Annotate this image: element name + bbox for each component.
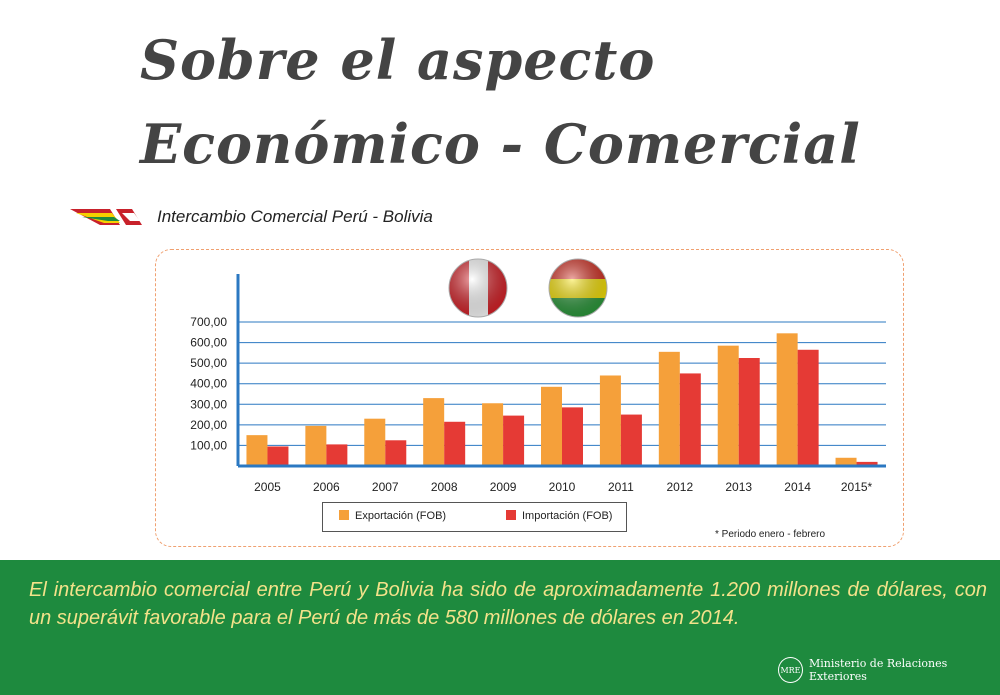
legend-swatch-export (339, 510, 349, 520)
summary-text: El intercambio comercial entre Perú y Bo… (29, 579, 987, 629)
y-tick-label: 200,00 (190, 418, 227, 432)
x-tick-label: 2009 (490, 480, 517, 494)
x-tick-label: 2005 (254, 480, 281, 494)
period-note: * Periodo enero - febrero (715, 529, 826, 540)
bar-import (385, 440, 407, 466)
bar-import (503, 415, 525, 466)
bar-export (305, 425, 327, 466)
x-tick-label: 2007 (372, 480, 399, 494)
legend-label-import: Importación (FOB) (522, 510, 613, 522)
bar-export (423, 398, 445, 466)
bar-chart: 100,00 200,00 300,00 400,00 500,00 600,00 700,… (190, 258, 886, 494)
ribbon-icon (70, 209, 142, 225)
y-tick-label: 600,00 (190, 336, 227, 350)
bar-import (797, 349, 819, 466)
legend: Exportación (FOB) Importación (FOB) (322, 502, 627, 532)
bar-export (246, 435, 268, 466)
bar-import (562, 407, 583, 466)
bar-export (364, 418, 386, 466)
bar-export (599, 375, 621, 466)
bar-export (541, 386, 562, 466)
x-tick-label: 2006 (313, 480, 340, 494)
bar-import (267, 446, 289, 466)
x-tick-label: 2010 (549, 480, 576, 494)
bar-import (444, 421, 466, 466)
title-line-2: Económico - Comercial (140, 112, 861, 176)
y-tick-label: 400,00 (190, 377, 227, 391)
x-tick-label: 2015* (841, 480, 873, 494)
legend-swatch-import (506, 510, 516, 520)
x-tick-label: 2013 (725, 480, 752, 494)
x-tick-label: 2014 (784, 480, 811, 494)
legend-item-export: Exportación (FOB) (339, 510, 446, 522)
legend-item-import: Importación (FOB) (506, 510, 612, 522)
footer: MRE Ministerio de Relaciones Exteriores (778, 657, 1000, 683)
bar-import (326, 444, 348, 466)
bar-import (679, 373, 701, 466)
peru-flag-icon (448, 258, 508, 318)
bar-import (738, 358, 760, 466)
y-tick-label: 500,00 (190, 356, 227, 370)
bar-export (482, 403, 504, 466)
chart-subtitle: Intercambio Comercial Perú - Bolivia (157, 207, 433, 226)
ministry-logo: MRE (778, 657, 803, 683)
bar-export (658, 351, 680, 466)
x-tick-label: 2008 (431, 480, 458, 494)
y-tick-label: 300,00 (190, 397, 227, 411)
x-tick-label: 2011 (608, 480, 634, 494)
legend-label-export: Exportación (FOB) (355, 510, 447, 522)
bar-import (856, 461, 878, 466)
summary-band (0, 560, 1000, 695)
bar-export (717, 345, 739, 466)
y-tick-label: 700,00 (190, 315, 227, 329)
bar-export (835, 457, 857, 466)
chart-panel (155, 249, 904, 547)
bar-import (620, 414, 642, 466)
y-tick-label: 100,00 (190, 438, 227, 452)
bolivia-flag-icon (548, 258, 608, 318)
x-tick-label: 2012 (666, 480, 693, 494)
title-line-1: Sobre el aspecto (140, 28, 656, 92)
bar-export (776, 333, 798, 466)
ministry-name: Ministerio de Relaciones Exteriores (808, 657, 948, 683)
